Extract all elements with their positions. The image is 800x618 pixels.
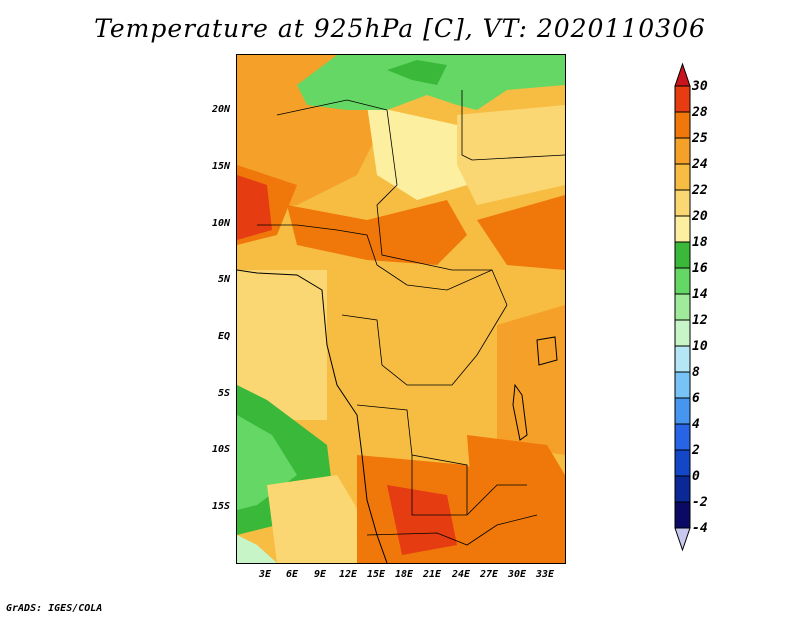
lon-label-15e: 15E xyxy=(366,569,386,580)
border-south xyxy=(366,514,538,546)
colorbar-swatch xyxy=(674,215,691,243)
lake-tanganyika xyxy=(512,383,528,441)
lat-label-5s: 5S xyxy=(217,388,230,399)
colorbar-label-6: 6 xyxy=(692,391,700,406)
lon-label-33e: 33E xyxy=(535,569,555,580)
lon-label-3e: 3E xyxy=(258,569,272,580)
border-niger-chad xyxy=(276,99,388,116)
lake-victoria xyxy=(536,336,558,366)
colorbar-label-22: 22 xyxy=(692,183,708,198)
colorbar-swatch xyxy=(674,137,691,165)
lon-label-30e: 30E xyxy=(507,569,527,580)
colorbar-label-2: 2 xyxy=(692,443,700,458)
field-great-lakes xyxy=(497,305,565,455)
colorbar-swatch xyxy=(674,241,691,269)
colorbar-swatch xyxy=(674,189,691,217)
colorbar-swatch xyxy=(674,345,691,373)
colorbar-label-minus-2: -2 xyxy=(692,495,708,510)
lon-label-21e: 21E xyxy=(422,569,442,580)
colorbar-label-10: 10 xyxy=(692,339,708,354)
colorbar-swatch xyxy=(674,163,691,191)
colorbar-swatch xyxy=(674,449,691,477)
field-southwest-corner xyxy=(237,535,277,563)
lat-label-15n: 15N xyxy=(211,161,230,172)
field-libya xyxy=(367,105,467,200)
colorbar-label-0: 0 xyxy=(692,469,700,484)
field-sahel-east xyxy=(477,195,565,270)
map-title: Temperature at 925hPa [C], VT: 202011030… xyxy=(94,14,706,43)
lon-label-24e: 24E xyxy=(451,569,471,580)
field-south-coast xyxy=(267,475,367,563)
temperature-field xyxy=(237,55,565,563)
colorbar-swatch xyxy=(674,501,691,529)
lat-label-15s: 15S xyxy=(211,501,230,512)
border-congo-drc xyxy=(341,304,508,386)
field-sahel-band xyxy=(287,200,467,265)
lon-label-27e: 27E xyxy=(479,569,499,580)
colorbar-swatch xyxy=(674,397,691,425)
lon-label-18e: 18E xyxy=(394,569,414,580)
field-egypt-sudan xyxy=(457,105,565,205)
colorbar-label-30: 30 xyxy=(692,79,708,94)
colorbar xyxy=(674,62,691,552)
lat-label-10n: 10N xyxy=(211,218,230,229)
colorbar-swatch xyxy=(674,85,691,113)
colorbar-bottom-arrow xyxy=(674,527,691,552)
colorbar-swatch xyxy=(674,267,691,295)
colorbar-swatch xyxy=(674,475,691,503)
lon-label-6e: 6E xyxy=(285,569,299,580)
colorbar-label-12: 12 xyxy=(692,313,708,328)
lat-label-10s: 10S xyxy=(211,444,230,455)
colorbar-swatch xyxy=(674,423,691,451)
lat-label-20n: 20N xyxy=(211,104,230,115)
colorbar-label-8: 8 xyxy=(692,365,700,380)
lat-label-eq: EQ xyxy=(217,331,230,342)
field-north-green-dark xyxy=(387,60,447,85)
temperature-map xyxy=(236,54,566,564)
footer-credit: GrADS: IGES/COLA xyxy=(6,603,103,614)
colorbar-top-arrow xyxy=(674,62,691,87)
lon-label-12e: 12E xyxy=(338,569,358,580)
colorbar-swatch xyxy=(674,111,691,139)
colorbar-swatch xyxy=(674,371,691,399)
colorbar-swatch xyxy=(674,319,691,347)
lon-label-9e: 9E xyxy=(313,569,327,580)
field-west-hot xyxy=(237,175,272,240)
colorbar-label-25: 25 xyxy=(692,131,708,146)
border-nigeria xyxy=(257,224,378,266)
colorbar-label-20: 20 xyxy=(692,209,708,224)
colorbar-label-16: 16 xyxy=(692,261,708,276)
border-zambia xyxy=(411,455,527,516)
colorbar-label-14: 14 xyxy=(692,287,708,302)
field-southeast xyxy=(467,435,565,563)
colorbar-label-24: 24 xyxy=(692,157,708,172)
colorbar-label-18: 18 xyxy=(692,235,708,250)
border-car xyxy=(376,264,508,306)
border-sudan-north xyxy=(471,154,565,161)
colorbar-label-minus-4: -4 xyxy=(692,521,708,536)
colorbar-swatch xyxy=(674,293,691,321)
colorbar-label-4: 4 xyxy=(692,417,700,432)
coastline xyxy=(237,269,388,563)
field-south-hot xyxy=(387,485,457,555)
border-libya-egypt xyxy=(461,90,473,161)
lat-label-5n: 5N xyxy=(217,274,230,285)
field-congo xyxy=(337,270,537,435)
colorbar-label-28: 28 xyxy=(692,105,708,120)
border-chad-sudan xyxy=(376,109,492,271)
